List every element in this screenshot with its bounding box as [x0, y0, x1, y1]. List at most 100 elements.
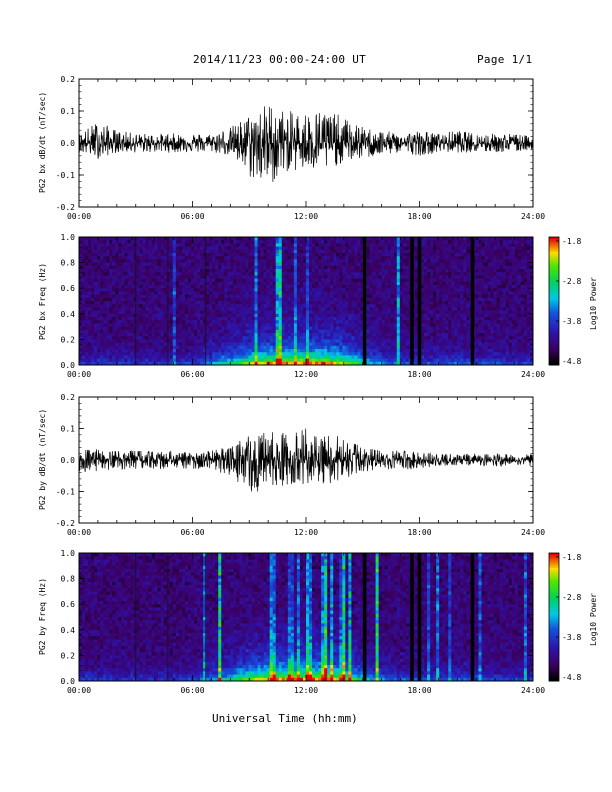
spectrogram-cell: [209, 301, 213, 305]
spectrogram-cell: [127, 237, 131, 241]
spectrogram-cell: [290, 243, 295, 247]
spectrogram-cell: [187, 237, 192, 241]
spectrogram-cell: [442, 249, 446, 254]
spectrogram-cell: [118, 345, 122, 350]
spectrogram-cell: [148, 297, 153, 302]
spectrogram-cell: [442, 259, 446, 263]
spectrogram-cell: [266, 285, 271, 289]
spectrogram-cell: [227, 310, 231, 315]
spectrogram-cell: [381, 313, 386, 318]
spectrogram-cell: [281, 301, 286, 305]
spectrogram-cell: [375, 329, 380, 334]
spectrogram-cell: [221, 323, 225, 327]
spectrogram-cell: [245, 243, 249, 247]
spectrogram-cell: [209, 262, 213, 267]
spectrogram-cell: [384, 249, 389, 254]
spectrogram-cell: [436, 317, 440, 321]
spectrogram-cell: [109, 329, 113, 334]
spectrogram-cell: [257, 326, 261, 331]
spectrogram-cell: [166, 272, 171, 276]
spectrogram-cell: [293, 297, 298, 302]
spectrogram-cell: [366, 310, 370, 315]
spectrogram-cell: [206, 291, 210, 295]
spectrogram-cell: [330, 313, 334, 318]
spectrogram-cell: [151, 323, 156, 327]
spectrogram-cell: [399, 301, 404, 305]
spectrogram-cell: [157, 323, 162, 327]
spectrogram-cell: [439, 317, 443, 321]
spectrogram-cell: [112, 259, 116, 263]
spectrogram-cell: [197, 361, 201, 366]
spectrogram-cell: [384, 256, 389, 260]
spectrogram-cell: [160, 333, 165, 337]
spectrogram-cell: [436, 349, 440, 353]
spectrogram-cell: [239, 310, 243, 315]
spectrogram-cell: [218, 243, 222, 247]
spectrogram-cell: [284, 288, 289, 292]
spectrogram-cell: [245, 294, 249, 299]
spectrogram-cell: [227, 256, 231, 260]
spectrogram-cell: [115, 288, 119, 292]
spectrogram-cell: [178, 269, 183, 273]
spectrogram-cell: [106, 361, 110, 366]
spectrogram-cell: [293, 249, 298, 254]
spectrogram-cell: [94, 294, 98, 299]
spectrogram-cell: [82, 342, 86, 347]
spectrogram-cell: [118, 326, 122, 331]
spectrogram-cell: [390, 317, 395, 321]
spectrogram-cell: [281, 275, 286, 279]
spectrogram-cell: [366, 307, 370, 311]
spectrogram-cell: [436, 355, 440, 359]
spectrogram-cell: [342, 342, 346, 347]
spectrogram-cell: [439, 237, 443, 241]
spectrogram-cell: [318, 339, 322, 343]
spectrogram-cell: [148, 275, 153, 279]
spectrogram-cell: [375, 265, 380, 270]
spectrogram-cell: [94, 323, 98, 327]
spectrogram-cell: [339, 269, 343, 273]
spectrogram-cell: [118, 355, 122, 359]
spectrogram-cell: [106, 265, 110, 270]
spectrogram-cell: [157, 294, 162, 299]
spectrogram-cell: [360, 320, 364, 324]
spectrogram-cell: [136, 313, 140, 318]
spectrogram-cell: [215, 310, 219, 315]
spectrogram-cell: [312, 317, 316, 321]
spectrogram-cell: [427, 269, 431, 273]
spectrogram-cell: [369, 253, 373, 257]
spectrogram-cell: [139, 333, 143, 337]
spectrogram-cell: [157, 262, 162, 267]
spectrogram-cell: [178, 243, 183, 247]
spectrogram-cell: [315, 307, 319, 311]
spectrogram-cell: [378, 339, 383, 343]
spectrogram-cell: [312, 281, 316, 286]
spectrogram-cell: [172, 345, 177, 350]
spectrogram-cell: [209, 304, 213, 308]
spectrogram-cell: [97, 339, 101, 343]
spectrogram-cell: [100, 345, 104, 350]
spectrogram-cell: [169, 269, 174, 273]
spectrogram-cell: [82, 355, 86, 359]
spectrogram-cell: [151, 301, 156, 305]
spectrogram-cell: [190, 301, 195, 305]
spectrogram-cell: [230, 272, 234, 276]
spectrogram-cell: [433, 240, 437, 244]
spectrogram-cell: [251, 355, 255, 359]
spectrogram-cell: [315, 361, 319, 366]
spectrogram-cell: [124, 326, 128, 331]
spectrogram-cell: [203, 259, 207, 263]
spectrogram-cell: [154, 329, 159, 334]
spectrogram-cell: [103, 342, 107, 347]
spectrogram-cell: [333, 336, 337, 340]
spectrogram-cell: [100, 246, 104, 251]
spectrogram-cell: [109, 313, 113, 318]
spectrogram-cell: [442, 345, 446, 350]
spectrogram-cell: [130, 336, 134, 340]
spectrogram-cell: [85, 297, 89, 302]
spectrogram-cell: [100, 275, 104, 279]
spectrogram-cell: [181, 342, 186, 347]
spectrogram-cell: [103, 345, 107, 350]
spectrogram-cell: [248, 310, 252, 315]
spectrogram-cell: [206, 275, 210, 279]
spectrogram-cell: [402, 336, 407, 340]
